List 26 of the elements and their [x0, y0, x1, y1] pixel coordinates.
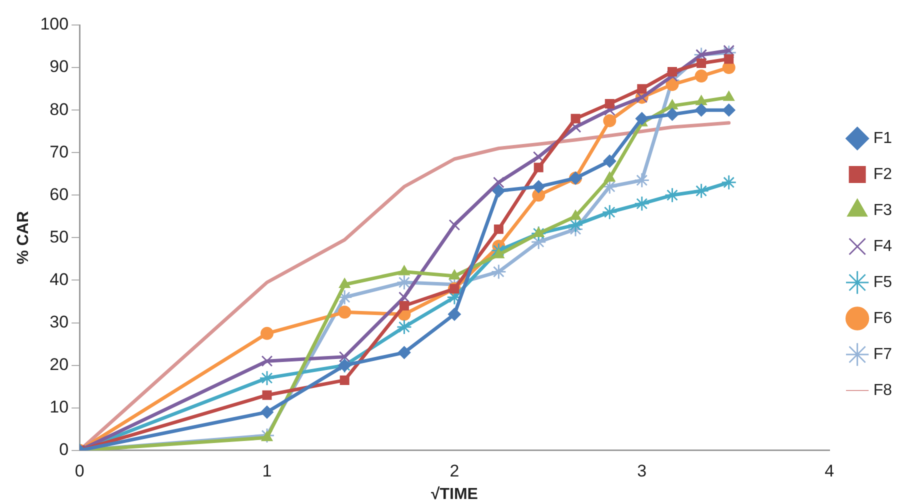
legend-label: F2 [873, 166, 892, 183]
y-tick-label: 60 [50, 184, 69, 204]
legend-label: F4 [873, 238, 892, 255]
x-tick-label: 2 [450, 461, 460, 480]
legend-label: F8 [873, 382, 892, 399]
y-tick-label: 20 [50, 355, 69, 374]
y-tick-label: 10 [50, 398, 69, 417]
x-tick-label: 1 [262, 461, 272, 480]
y-tick-label: 90 [50, 57, 69, 76]
y-tick-label: 30 [50, 312, 69, 332]
x-tick-label: 0 [74, 461, 84, 480]
legend-label: F3 [873, 202, 892, 219]
y-tick-label: 100 [40, 14, 69, 34]
y-tick-label: 40 [50, 270, 69, 289]
y-tick-label: 70 [50, 142, 69, 162]
y-tick-label: 0 [59, 440, 69, 460]
x-tick-label: 3 [637, 461, 647, 480]
x-axis-title: √TIME [430, 486, 478, 503]
legend-label: F6 [873, 310, 892, 327]
x-tick-label: 4 [824, 461, 834, 480]
y-tick-label: 50 [50, 227, 69, 246]
legend-label: F7 [873, 346, 892, 363]
y-tick-label: 80 [50, 100, 69, 119]
legend-label: F5 [873, 274, 892, 291]
y-axis-title: % CAR [15, 210, 32, 264]
legend-label: F1 [873, 130, 892, 147]
